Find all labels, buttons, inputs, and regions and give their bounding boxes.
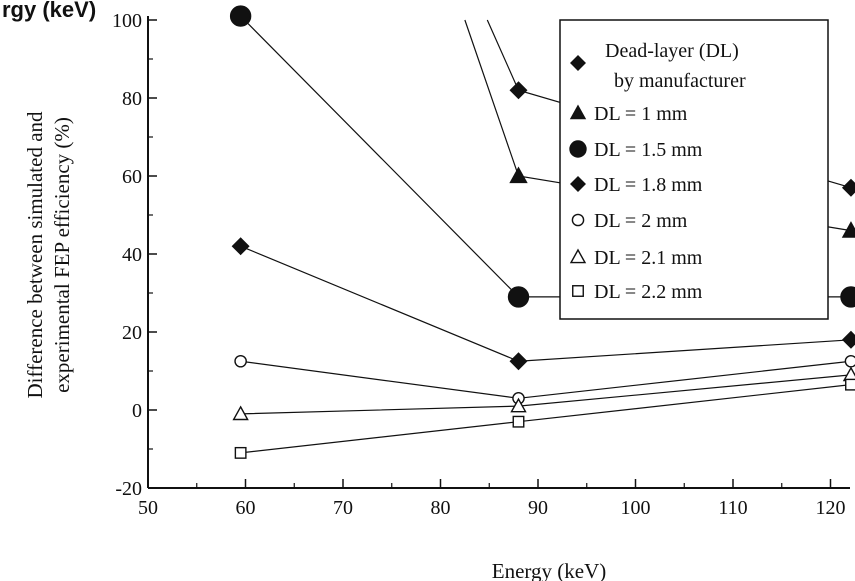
y-tick-label: 100 xyxy=(112,10,142,32)
legend-label: DL = 2 mm xyxy=(594,210,688,232)
diamond-filled-marker xyxy=(509,81,528,100)
series-group xyxy=(229,5,855,459)
series-dl-2-mm xyxy=(234,354,855,405)
square-open-marker xyxy=(572,285,584,297)
series-dl-2-2-mm xyxy=(234,378,855,459)
legend-label: DL = 2.1 mm xyxy=(594,247,703,269)
circle-filled-marker xyxy=(507,286,530,308)
legend-label: DL = 2.2 mm xyxy=(594,281,703,303)
triangle-open-marker xyxy=(569,248,587,264)
legend-label: DL = 1.8 mm xyxy=(594,174,703,196)
x-tick-label: 110 xyxy=(718,497,747,519)
legend-label: DL = 1 mm xyxy=(594,103,688,125)
triangle-open-marker xyxy=(510,397,527,413)
diamond-filled-marker xyxy=(570,176,586,192)
x-tick-label: 50 xyxy=(138,497,158,519)
x-tick-label: 120 xyxy=(816,497,846,519)
square-open-marker xyxy=(845,378,855,391)
circle-filled-marker xyxy=(229,5,252,27)
y-axis-label-line-2: experimental FEP efficiency (%) xyxy=(50,117,74,393)
legend-label: DL = 1.5 mm xyxy=(594,139,703,161)
y-tick-label: 60 xyxy=(122,166,142,188)
circle-filled-marker xyxy=(840,286,855,308)
diamond-filled-marker xyxy=(841,178,855,197)
diamond-filled-marker xyxy=(570,55,586,71)
legend-label: Dead-layer (DL) xyxy=(605,40,739,62)
series-dl-1-8-mm xyxy=(231,237,855,371)
circle-filled-marker xyxy=(569,140,587,158)
series-line xyxy=(240,360,852,399)
y-tick-label: 20 xyxy=(122,322,142,344)
legend: Dead-layer (DL) by manufacturer DL = 1 mm D… xyxy=(559,19,829,320)
triangle-filled-marker xyxy=(569,104,587,120)
y-tick-label: -20 xyxy=(115,478,142,500)
diamond-filled-marker xyxy=(231,237,250,256)
diamond-filled-marker xyxy=(841,330,855,349)
x-tick-label: 60 xyxy=(236,497,256,519)
square-open-marker xyxy=(512,415,525,428)
y-tick-label: 0 xyxy=(132,400,142,422)
x-tick-label: 100 xyxy=(621,497,651,519)
x-tick-label: 80 xyxy=(431,497,451,519)
series-dl-2-1-mm xyxy=(232,366,855,421)
circle-open-marker xyxy=(844,354,855,368)
triangle-open-marker xyxy=(232,405,249,421)
top-cut-axis-label: rgy (keV) xyxy=(2,0,96,22)
x-tick-label: 90 xyxy=(528,497,548,519)
y-tick-label: 40 xyxy=(122,244,142,266)
triangle-filled-marker xyxy=(509,166,528,184)
legend-box xyxy=(559,19,829,320)
circle-open-marker xyxy=(571,213,585,227)
triangle-open-marker xyxy=(842,366,855,382)
x-axis-label: Energy (keV) xyxy=(492,559,607,581)
x-tick-label: 70 xyxy=(333,497,353,519)
square-open-marker xyxy=(234,446,247,459)
y-tick-label: 80 xyxy=(122,88,142,110)
y-axis-label-line-1: Difference between simulated and xyxy=(23,111,47,399)
ticks-group: 50 60 70 80 90 100 110 120 -20 0 20 40 60 80 100 xyxy=(112,10,846,519)
diamond-filled-marker xyxy=(509,352,528,371)
legend-label: by manufacturer xyxy=(614,70,746,92)
circle-open-marker xyxy=(234,354,247,368)
